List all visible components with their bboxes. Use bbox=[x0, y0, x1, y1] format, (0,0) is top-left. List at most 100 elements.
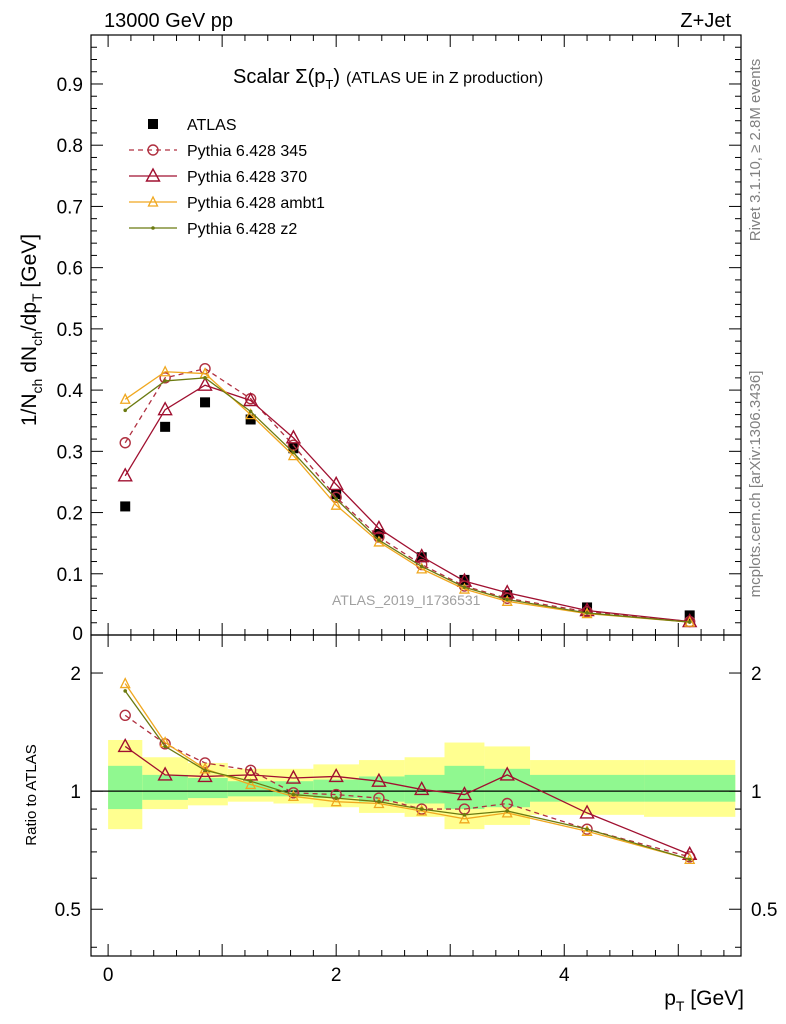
marker-small-triangle bbox=[159, 365, 171, 377]
header-right: Z+Jet bbox=[680, 10, 731, 32]
legend-label-p345: Pythia 6.428 345 bbox=[187, 143, 307, 160]
marker-square bbox=[148, 119, 158, 129]
mcplots-label: mcplots.cern.ch [arXiv:1306.3436] bbox=[747, 371, 764, 598]
ratio-y-tick-label: 1 bbox=[70, 782, 81, 803]
series-line-z2 bbox=[124, 690, 690, 860]
marker-small-triangle bbox=[501, 594, 513, 606]
x-tick-label: 0 bbox=[103, 965, 114, 986]
ratio-band-inner bbox=[142, 774, 188, 800]
marker-triangle bbox=[157, 766, 173, 781]
marker-dot bbox=[687, 857, 692, 862]
ratio-y-tick-label-right: 2 bbox=[751, 664, 762, 685]
marker-dot bbox=[585, 827, 589, 831]
marker-circle bbox=[119, 709, 131, 722]
marker-dot bbox=[419, 807, 424, 811]
marker-square bbox=[245, 414, 256, 425]
series-line-ambt1 bbox=[124, 683, 690, 860]
marker-dot bbox=[585, 611, 589, 615]
marker-small-triangle bbox=[416, 804, 428, 816]
marker-triangle bbox=[117, 467, 133, 482]
marker-small-triangle bbox=[581, 824, 593, 836]
marker-small-triangle bbox=[501, 806, 513, 818]
chart-title: Scalar Σ(pT) (ATLAS UE in Z production) bbox=[233, 66, 543, 92]
marker-small-triangle bbox=[245, 777, 257, 790]
marker-dot bbox=[687, 620, 692, 624]
ratio-y-tick-label: 2 bbox=[70, 664, 81, 685]
rivet-label: Rivet 3.1.10, ≥ 2.8M events bbox=[747, 59, 764, 242]
y-tick-label: 0.1 bbox=[57, 565, 83, 586]
series-line-p370 bbox=[124, 384, 690, 623]
marker-small-triangle bbox=[330, 795, 342, 807]
marker-triangle bbox=[328, 475, 344, 491]
marker-square bbox=[160, 421, 171, 432]
marker-square bbox=[120, 501, 131, 512]
top-panel: 0.1 0.2 0.3 0.4 0.5 0.6 0.7 0.8 0.9 0 bbox=[57, 34, 742, 645]
legend-label-p370: Pythia 6.428 370 bbox=[187, 169, 307, 186]
marker-dot bbox=[203, 376, 207, 380]
marker-square bbox=[459, 574, 470, 585]
ratio-y-tick-label: 0.5 bbox=[55, 900, 81, 921]
marker-triangle bbox=[145, 167, 161, 182]
series-line-ambt1 bbox=[124, 371, 690, 623]
marker-circle bbox=[147, 144, 159, 156]
marker-dot bbox=[505, 809, 510, 813]
marker-triangle bbox=[328, 767, 344, 783]
marker-dot bbox=[419, 564, 424, 569]
marker-circle bbox=[159, 372, 171, 384]
marker-triangle bbox=[414, 780, 430, 796]
marker-triangle bbox=[285, 429, 302, 444]
marker-small-triangle bbox=[458, 582, 471, 594]
ratio-panel: 0 2 4 0.5 0.5 1 1 2 2 bbox=[55, 35, 777, 986]
marker-triangle bbox=[242, 392, 259, 407]
header-left: 13000 GeV pp bbox=[104, 10, 233, 32]
marker-small-triangle bbox=[119, 392, 131, 404]
marker-circle bbox=[330, 491, 342, 503]
marker-dot bbox=[248, 409, 253, 414]
y-tick-label: 0.5 bbox=[57, 320, 83, 341]
x-tick-label: 4 bbox=[559, 965, 570, 986]
marker-triangle bbox=[157, 401, 173, 416]
marker-triangle bbox=[117, 737, 133, 753]
y-tick-label: 0.6 bbox=[57, 259, 83, 280]
marker-dot bbox=[334, 497, 338, 501]
marker-small-triangle bbox=[330, 498, 342, 510]
marker-circle bbox=[581, 823, 593, 835]
marker-dot bbox=[291, 792, 296, 797]
y-tick-label: 0.3 bbox=[57, 442, 83, 463]
series-line-p370 bbox=[124, 745, 690, 855]
watermark: ATLAS_2019_I1736531 bbox=[332, 592, 481, 608]
y-tick-label: 0 bbox=[72, 624, 83, 645]
legend-label-atlas: ATLAS bbox=[187, 117, 237, 134]
marker-square bbox=[331, 489, 342, 500]
marker-dot bbox=[291, 450, 296, 455]
y-tick-label: 0.7 bbox=[57, 197, 83, 218]
top-ylabel: 1/Nch dNch/dpT [GeV] bbox=[18, 234, 45, 426]
marker-dot bbox=[163, 379, 167, 383]
marker-dot bbox=[123, 408, 128, 413]
marker-dot bbox=[505, 597, 510, 602]
marker-small-triangle bbox=[458, 812, 471, 824]
y-tick-label: 0.8 bbox=[57, 136, 83, 157]
marker-triangle bbox=[285, 769, 302, 784]
ratio-band-inner bbox=[187, 778, 228, 799]
marker-dot bbox=[462, 585, 467, 590]
marker-dot bbox=[462, 813, 467, 817]
marker-square bbox=[288, 443, 299, 454]
marker-triangle bbox=[579, 804, 595, 819]
marker-dot bbox=[377, 799, 381, 804]
marker-triangle bbox=[371, 772, 387, 787]
marker-dot bbox=[377, 538, 381, 542]
marker-dot bbox=[151, 226, 155, 230]
marker-circle bbox=[119, 437, 131, 449]
marker-triangle bbox=[499, 766, 515, 781]
marker-square bbox=[200, 397, 211, 408]
marker-triangle bbox=[197, 376, 213, 391]
ratio-y-tick-label-right: 0.5 bbox=[751, 900, 777, 921]
marker-triangle bbox=[414, 548, 430, 563]
ratio-y-tick-label-right: 1 bbox=[751, 782, 762, 803]
marker-small-triangle bbox=[373, 797, 385, 809]
marker-triangle bbox=[456, 786, 473, 801]
ratio-band-inner bbox=[530, 774, 645, 802]
ratio-band-inner bbox=[273, 781, 314, 797]
